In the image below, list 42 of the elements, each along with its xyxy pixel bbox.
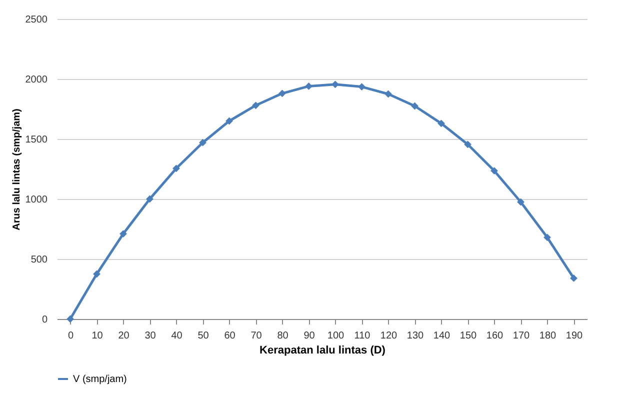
- point: [438, 120, 445, 128]
- x-tick-label: 70: [250, 330, 262, 342]
- x-tick-label: 120: [380, 330, 398, 342]
- y-tick-label: 2000: [25, 74, 48, 86]
- point: [464, 140, 472, 148]
- x-tick-label: 160: [486, 330, 504, 342]
- y-tick-label: 1000: [25, 194, 48, 206]
- x-tick-label: 100: [327, 330, 345, 342]
- y-tick-label: 1500: [25, 134, 48, 146]
- x-axis-title: Kerapatan lalu lintas (D): [260, 344, 386, 356]
- point: [490, 167, 498, 175]
- x-tick-label: 50: [198, 330, 210, 342]
- x-tick-label: 90: [304, 330, 316, 342]
- point: [199, 138, 206, 146]
- x-tick-label: 40: [171, 330, 183, 342]
- x-tick-label: 0: [68, 330, 74, 342]
- x-tick-label: 10: [92, 330, 104, 342]
- point: [252, 102, 260, 110]
- point: [544, 234, 551, 242]
- point: [120, 230, 127, 238]
- y-tick-label: 0: [42, 314, 48, 326]
- x-tick-label: 190: [566, 330, 584, 342]
- x-tick-label: 80: [277, 330, 289, 342]
- x-tick-label: 110: [354, 330, 371, 342]
- x-tick-label: 150: [460, 330, 478, 342]
- x-tick-label: 60: [224, 330, 236, 342]
- point: [305, 82, 312, 90]
- x-tick-label: 170: [512, 330, 530, 342]
- point: [570, 274, 578, 282]
- point: [278, 90, 286, 98]
- point: [332, 80, 339, 88]
- legend-label: V (smp/jam): [73, 374, 127, 385]
- x-tick-label: 20: [118, 330, 130, 342]
- y-tick-label: 500: [30, 254, 48, 266]
- x-tick-label: 140: [433, 330, 451, 342]
- x-tick-label: 130: [406, 330, 424, 342]
- y-axis-title: Arus lalu lintas (smp/jam): [11, 108, 22, 230]
- x-tick-label: 30: [144, 330, 156, 342]
- point: [358, 83, 366, 91]
- y-tick-label: 2500: [25, 14, 48, 26]
- point: [172, 164, 180, 172]
- x-tick-label: 180: [539, 330, 557, 342]
